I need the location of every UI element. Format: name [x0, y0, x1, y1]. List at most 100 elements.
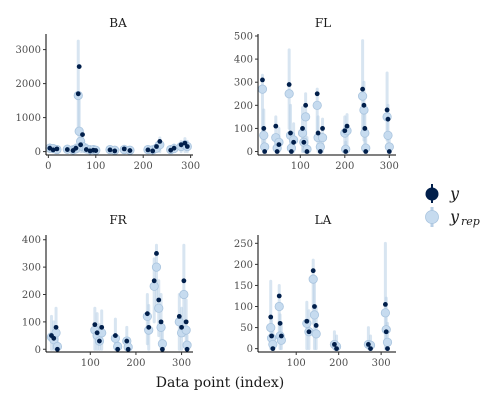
y-point	[176, 314, 182, 319]
panel-title: FL	[315, 16, 331, 30]
y-point	[288, 149, 294, 154]
y-tick-label: 250	[234, 239, 253, 250]
x-tick-label: 0	[45, 161, 51, 172]
y-tick-label: 0	[35, 345, 41, 356]
y-point	[53, 324, 59, 330]
y-point	[382, 301, 388, 307]
yrep-point	[301, 112, 311, 122]
y-point	[362, 126, 368, 131]
y-point	[78, 142, 84, 148]
y-point	[270, 346, 276, 352]
panel-title: LA	[315, 213, 332, 227]
y-point	[360, 86, 366, 92]
y-tick-label: 200	[234, 260, 253, 271]
y-point	[80, 132, 85, 138]
yrep-point	[157, 339, 168, 349]
y-point	[183, 319, 189, 325]
y-point	[76, 64, 82, 69]
y-point	[115, 346, 121, 352]
panel-ba: BA 0 1000 2000 3000 0 100 200 300	[16, 16, 201, 172]
y-tick-label: 200	[22, 290, 41, 301]
yrep-point	[149, 281, 159, 291]
x-tick-label: 200	[126, 358, 145, 369]
y-point	[151, 278, 157, 284]
y-point	[154, 251, 159, 256]
y-point	[181, 278, 187, 284]
y-point	[344, 123, 350, 129]
y-point	[276, 142, 282, 148]
y-point	[334, 346, 339, 352]
yrep-point	[380, 308, 390, 318]
y-tick-label: 0	[35, 147, 41, 158]
y-point	[83, 147, 89, 152]
legend-y-point	[425, 187, 439, 201]
yrep-point	[179, 289, 189, 300]
x-tick-label: 100	[81, 358, 100, 369]
y-point	[268, 314, 274, 320]
y-point	[64, 147, 70, 152]
y-point	[179, 324, 184, 330]
y-point	[343, 149, 349, 154]
y-point	[332, 342, 337, 347]
y-point	[288, 130, 293, 136]
y-point	[384, 107, 390, 113]
y-point	[92, 322, 98, 328]
x-tick-label: 200	[134, 161, 153, 172]
y-point	[313, 323, 319, 328]
yrep-point	[154, 303, 164, 313]
panel-la: LA 0 50 100 150 200 250 100 200 300	[234, 213, 396, 369]
y-point	[112, 148, 118, 154]
yrep-point	[174, 317, 184, 327]
y-tick-label: 400	[234, 55, 253, 66]
y-point	[361, 102, 367, 108]
x-tick-label: 300	[181, 161, 200, 172]
y-tick-label: 0	[247, 147, 253, 158]
yrep-point	[382, 337, 393, 347]
y-point	[146, 324, 152, 330]
yrep-point	[317, 133, 328, 143]
y-tick-label: 0	[247, 344, 253, 355]
y-point	[301, 139, 307, 145]
y-point	[300, 126, 305, 131]
y-point	[304, 149, 310, 154]
yrep-point	[156, 322, 166, 332]
y-tick-label: 100	[234, 124, 253, 135]
y-point	[55, 346, 60, 352]
y-point	[154, 144, 159, 149]
panel-fl: FL 0 100 200 300 400 500 100 200 300	[234, 16, 399, 172]
y-point	[145, 147, 151, 153]
y-point	[310, 268, 316, 274]
legend-y-label: y	[449, 184, 460, 203]
y-tick-label: 500	[234, 32, 253, 43]
y-point	[171, 145, 177, 151]
x-tick-label: 300	[372, 358, 391, 369]
y-point	[386, 149, 392, 154]
y-point	[385, 116, 391, 122]
y-tick-label: 300	[234, 78, 253, 89]
yrep-point	[151, 262, 162, 272]
yrep-point	[308, 274, 318, 284]
y-point	[261, 126, 267, 131]
y-point	[276, 293, 282, 299]
x-axis-title: Data point (index)	[156, 375, 285, 391]
y-point	[97, 338, 102, 344]
y-point	[273, 123, 279, 129]
y-tick-label: 400	[22, 235, 41, 246]
yrep-point	[259, 130, 269, 140]
y-tick-label: 2000	[16, 79, 41, 90]
y-point	[274, 149, 280, 154]
legend-yrep-subscript: rep	[461, 215, 480, 228]
y-point	[156, 297, 162, 303]
y-point	[160, 346, 165, 352]
y-tick-label: 300	[22, 263, 41, 274]
y-point	[112, 333, 118, 338]
y-point	[182, 140, 188, 146]
y-tick-label: 150	[234, 281, 253, 292]
y-point	[178, 142, 184, 148]
y-point	[157, 139, 163, 144]
y-point	[150, 148, 156, 154]
y-point	[304, 318, 310, 324]
y-point	[184, 346, 190, 352]
y-point	[127, 148, 133, 153]
